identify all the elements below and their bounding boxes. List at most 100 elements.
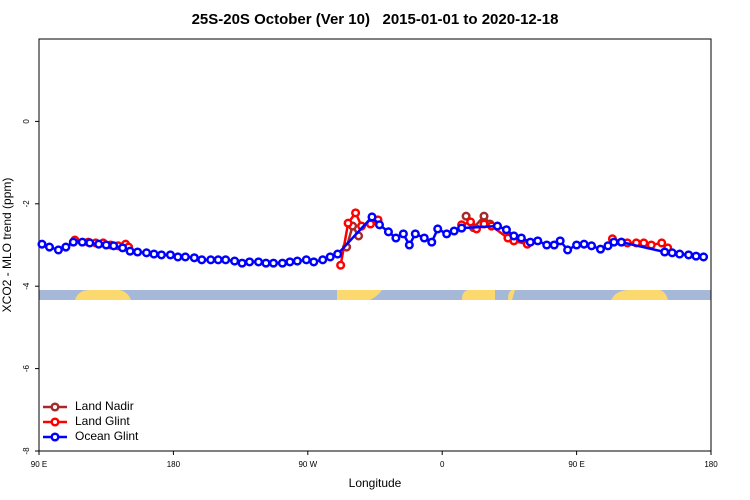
y-tick-label: 0 (22, 119, 31, 124)
x-tick-label: 180 (704, 460, 718, 469)
legend-swatch-marker (50, 402, 60, 412)
data-point (595, 244, 606, 254)
data-point (603, 241, 613, 251)
land-patch (462, 290, 495, 300)
data-point (118, 243, 128, 253)
data-point (616, 237, 626, 247)
data-point (180, 252, 190, 262)
data-point (586, 241, 597, 251)
x-tick-label: 90 E (568, 460, 584, 469)
data-point (609, 237, 619, 247)
legend-label: Land Glint (75, 414, 130, 428)
y-tick-label: -8 (22, 447, 31, 455)
data-point (479, 211, 489, 221)
data-point (698, 252, 709, 262)
data-point (542, 240, 552, 250)
data-point (509, 231, 519, 241)
data-point (572, 240, 582, 250)
data-point (398, 229, 408, 239)
chart-title: 25S-20S October (Ver 10) 2015-01-01 to 2… (192, 11, 559, 28)
data-point (237, 258, 247, 268)
data-point (675, 249, 685, 259)
data-point (419, 233, 429, 243)
data-point (68, 237, 78, 247)
legend-label: Ocean Glint (75, 429, 139, 443)
data-point (285, 257, 295, 267)
data-point (343, 218, 353, 228)
data-point (189, 253, 199, 263)
land-patch (611, 290, 668, 300)
data-point (691, 251, 701, 261)
data-point (94, 239, 104, 249)
data-point (325, 252, 335, 262)
x-tick-label: 90 W (298, 460, 317, 469)
data-point (374, 220, 385, 230)
data-point (301, 255, 311, 265)
data-point (77, 237, 87, 247)
data-point (292, 256, 302, 266)
data-point (309, 257, 319, 267)
data-point (351, 208, 361, 218)
data-point (44, 242, 55, 252)
data-point (53, 245, 63, 255)
data-point (318, 255, 328, 265)
data-point (149, 249, 159, 259)
data-point (85, 238, 95, 248)
data-point (579, 239, 589, 249)
data-point (37, 239, 47, 249)
land-patch (337, 290, 382, 300)
x-tick-label: 90 E (31, 460, 47, 469)
data-point (525, 237, 535, 247)
data-point (165, 250, 175, 260)
data-point (516, 233, 526, 243)
data-point (660, 247, 670, 257)
data-point (684, 250, 694, 260)
data-point (533, 236, 543, 246)
x-axis-label: Longitude (349, 476, 402, 490)
data-point (221, 255, 231, 265)
land-patch (75, 290, 131, 300)
data-point (133, 247, 143, 257)
data-point (61, 242, 71, 252)
y-tick-label: -2 (22, 200, 31, 208)
data-point (109, 241, 119, 251)
data-point (404, 240, 414, 250)
land-patch (508, 290, 515, 300)
legend-swatch-marker (50, 432, 60, 442)
data-point (253, 257, 264, 267)
data-point (492, 221, 503, 231)
data-point (667, 248, 677, 258)
data-point (333, 249, 343, 259)
data-point (501, 225, 511, 235)
data-point (442, 229, 452, 239)
data-point (427, 237, 437, 247)
data-point (466, 217, 476, 227)
data-point (268, 258, 279, 268)
data-point (245, 257, 255, 267)
x-tick-label: 0 (440, 460, 445, 469)
legend-swatch-marker (50, 417, 60, 427)
data-point (433, 224, 443, 234)
data-point (563, 245, 573, 255)
data-point (156, 250, 167, 260)
data-point (261, 258, 271, 268)
legend-label: Land Nadir (75, 399, 134, 413)
y-tick-label: -6 (22, 364, 31, 372)
data-point (391, 233, 401, 243)
data-point (125, 246, 135, 256)
data-point (173, 252, 183, 262)
data-point (639, 238, 649, 248)
data-point (457, 223, 467, 233)
data-point (101, 240, 111, 250)
data-point (549, 240, 559, 250)
data-point (461, 211, 471, 221)
y-tick-label: -4 (22, 282, 31, 290)
data-point (141, 248, 152, 258)
data-point (213, 255, 223, 265)
y-axis-label: XCO2 - MLO trend (ppm) (0, 178, 14, 313)
data-point (410, 229, 420, 239)
data-point (230, 256, 240, 266)
data-point (277, 258, 287, 268)
data-point (336, 260, 346, 270)
